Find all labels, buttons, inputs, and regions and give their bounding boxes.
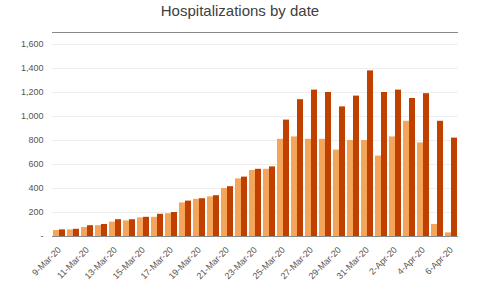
- svg-text:1,200: 1,200: [21, 87, 44, 97]
- svg-text:15-Mar-20: 15-Mar-20: [110, 244, 147, 282]
- svg-text:2-Apr-20: 2-Apr-20: [367, 245, 399, 277]
- svg-text:27-Mar-20: 27-Mar-20: [278, 244, 315, 282]
- svg-text:1,600: 1,600: [21, 39, 44, 49]
- svg-text:600: 600: [28, 159, 43, 169]
- svg-text:25-Mar-20: 25-Mar-20: [250, 244, 287, 282]
- svg-text:200: 200: [28, 207, 43, 217]
- svg-text:11-Mar-20: 11-Mar-20: [55, 244, 91, 281]
- svg-text:29-Mar-20: 29-Mar-20: [306, 244, 343, 282]
- html-text:Hospitalizations by date: Hospitalizations by date: [160, 2, 320, 19]
- svg-text:9-Mar-20: 9-Mar-20: [30, 244, 63, 278]
- svg-text:4-Apr-20: 4-Apr-20: [395, 245, 427, 277]
- svg-text:31-Mar-20: 31-Mar-20: [335, 245, 371, 281]
- svg-text:17-Mar-20: 17-Mar-20: [138, 244, 175, 282]
- svg-text:800: 800: [28, 135, 43, 145]
- svg-text:1,000: 1,000: [21, 111, 44, 121]
- svg-text:13-Mar-20: 13-Mar-20: [82, 244, 119, 282]
- svg-text:23-Mar-20: 23-Mar-20: [222, 244, 259, 282]
- svg-text:21-Mar-20: 21-Mar-20: [194, 244, 231, 282]
- svg-text:-: -: [41, 231, 44, 241]
- svg-text:6-Apr-20: 6-Apr-20: [423, 245, 455, 277]
- svg-text:19-Mar-20: 19-Mar-20: [166, 244, 203, 282]
- svg-text:1,400: 1,400: [21, 63, 44, 73]
- svg-text:400: 400: [28, 183, 43, 193]
